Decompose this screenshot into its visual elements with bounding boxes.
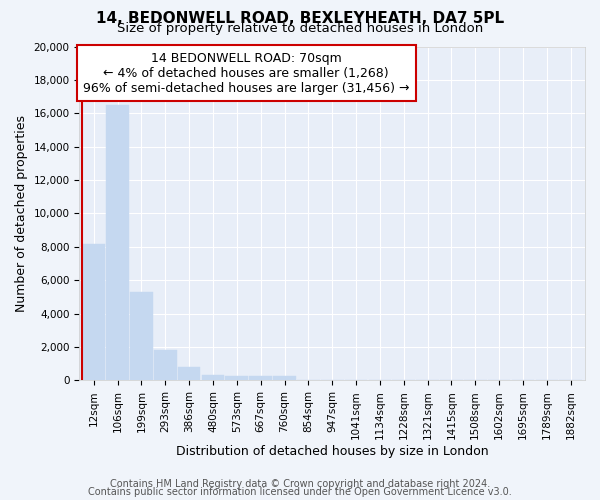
Bar [130, 292, 153, 380]
Text: Contains HM Land Registry data © Crown copyright and database right 2024.: Contains HM Land Registry data © Crown c… [110, 479, 490, 489]
Text: Contains public sector information licensed under the Open Government Licence v3: Contains public sector information licen… [88, 487, 512, 497]
X-axis label: Distribution of detached houses by size in London: Distribution of detached houses by size … [176, 444, 488, 458]
Bar [82, 244, 105, 380]
Bar [273, 376, 296, 380]
Text: Size of property relative to detached houses in London: Size of property relative to detached ho… [117, 22, 483, 35]
Bar [226, 376, 248, 380]
Text: 14, BEDONWELL ROAD, BEXLEYHEATH, DA7 5PL: 14, BEDONWELL ROAD, BEXLEYHEATH, DA7 5PL [96, 11, 504, 26]
Bar [250, 376, 272, 380]
Bar [202, 375, 224, 380]
Text: 14 BEDONWELL ROAD: 70sqm
← 4% of detached houses are smaller (1,268)
96% of semi: 14 BEDONWELL ROAD: 70sqm ← 4% of detache… [83, 52, 409, 94]
Y-axis label: Number of detached properties: Number of detached properties [15, 115, 28, 312]
Bar [154, 350, 176, 380]
Bar [178, 367, 200, 380]
Bar [106, 105, 129, 380]
